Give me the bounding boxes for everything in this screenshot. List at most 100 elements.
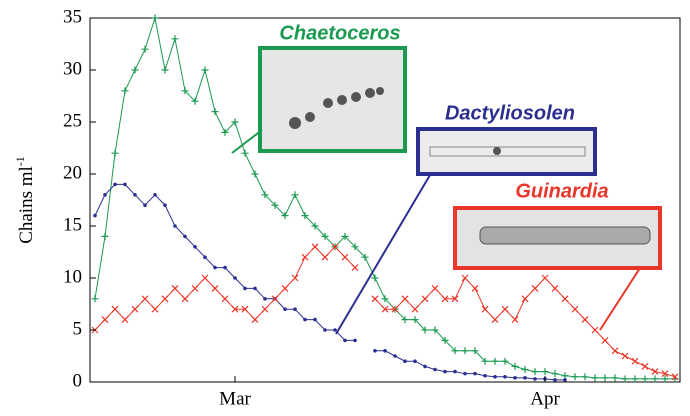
data-point: [181, 87, 189, 95]
data-point: [481, 305, 489, 313]
data-point: [601, 336, 609, 344]
data-point: [111, 149, 119, 157]
data-point: [303, 317, 307, 322]
data-point: [481, 357, 489, 365]
dactyliosolen-arrow: [335, 174, 431, 335]
legend-label: Guinardia: [515, 180, 608, 202]
data-point: [541, 368, 549, 376]
data-point: [111, 305, 119, 313]
data-point: [431, 284, 439, 292]
data-point: [263, 297, 267, 301]
data-point: [301, 253, 309, 261]
y-tick-label: 20: [63, 162, 82, 183]
data-point: [443, 369, 447, 374]
y-tick-label: 35: [63, 6, 82, 27]
data-point: [511, 362, 519, 370]
data-point: [321, 253, 329, 261]
data-point: [241, 149, 249, 157]
data-point: [531, 284, 539, 292]
legend-label: Chaetoceros: [279, 22, 400, 44]
x-tick-label: Mar: [219, 388, 251, 409]
data-point: [281, 284, 289, 292]
data-point: [313, 317, 317, 322]
y-tick-label: 25: [63, 110, 82, 131]
data-point: [341, 253, 349, 261]
data-point: [371, 295, 379, 303]
data-point: [501, 305, 509, 313]
y-label-text: Chains ml: [16, 166, 37, 244]
data-point: [191, 284, 199, 292]
data-point: [251, 316, 259, 324]
data-point: [433, 367, 437, 372]
data-point: [243, 286, 247, 291]
data-point: [461, 347, 469, 355]
dactyliosolen-cell: [429, 146, 586, 157]
y-tick-label: 30: [63, 58, 82, 79]
data-point: [571, 373, 579, 381]
data-point: [441, 336, 449, 344]
data-point: [581, 373, 589, 381]
data-point: [571, 305, 579, 313]
data-point: [171, 284, 179, 292]
data-point: [611, 347, 619, 355]
data-point: [143, 203, 147, 207]
data-point: [431, 326, 439, 334]
data-point: [421, 295, 429, 303]
data-point: [471, 347, 479, 355]
data-point: [241, 305, 249, 313]
data-point: [181, 295, 189, 303]
data-point: [253, 286, 257, 291]
data-point: [233, 276, 237, 280]
data-point: [591, 374, 599, 382]
data-point: [131, 305, 139, 313]
y-label-exponent: -1: [13, 156, 27, 166]
data-point: [221, 295, 229, 303]
data-point: [113, 182, 117, 187]
data-point: [343, 338, 347, 343]
data-point: [261, 191, 269, 199]
data-point: [541, 274, 549, 282]
data-point: [531, 368, 539, 376]
data-point: [533, 377, 537, 381]
data-point: [311, 222, 319, 230]
data-point: [393, 354, 397, 358]
data-point: [93, 213, 97, 218]
data-point: [351, 243, 359, 251]
data-point: [311, 243, 319, 251]
data-point: [413, 359, 417, 364]
data-point: [103, 193, 107, 197]
data-point: [301, 212, 309, 220]
guinardia-arrow: [599, 267, 641, 331]
data-point: [293, 307, 297, 312]
data-point: [453, 369, 457, 374]
data-point: [471, 284, 479, 292]
y-tick-label: 10: [63, 266, 82, 287]
data-point: [551, 284, 559, 292]
chaetoceros-cells: [289, 87, 384, 129]
data-point: [641, 375, 649, 383]
data-point: [211, 108, 219, 116]
plot-frame: [89, 17, 681, 383]
data-point: [621, 352, 629, 360]
data-point: [581, 316, 589, 324]
data-point: [351, 264, 359, 272]
data-point: [631, 357, 639, 365]
data-point: [641, 362, 649, 370]
data-point: [91, 295, 99, 303]
data-point: [121, 87, 129, 95]
data-point: [321, 232, 329, 240]
data-point: [281, 212, 289, 220]
data-point: [411, 305, 419, 313]
data-point: [131, 66, 139, 74]
y-tick-label: 15: [63, 214, 82, 235]
chaetoceros-image: [258, 46, 407, 153]
data-point: [151, 14, 159, 22]
data-point: [483, 373, 487, 378]
data-point: [661, 370, 669, 378]
data-point: [361, 253, 369, 261]
data-point: [503, 375, 507, 379]
data-point: [441, 295, 449, 303]
data-point: [451, 295, 459, 303]
data-point: [513, 376, 517, 380]
